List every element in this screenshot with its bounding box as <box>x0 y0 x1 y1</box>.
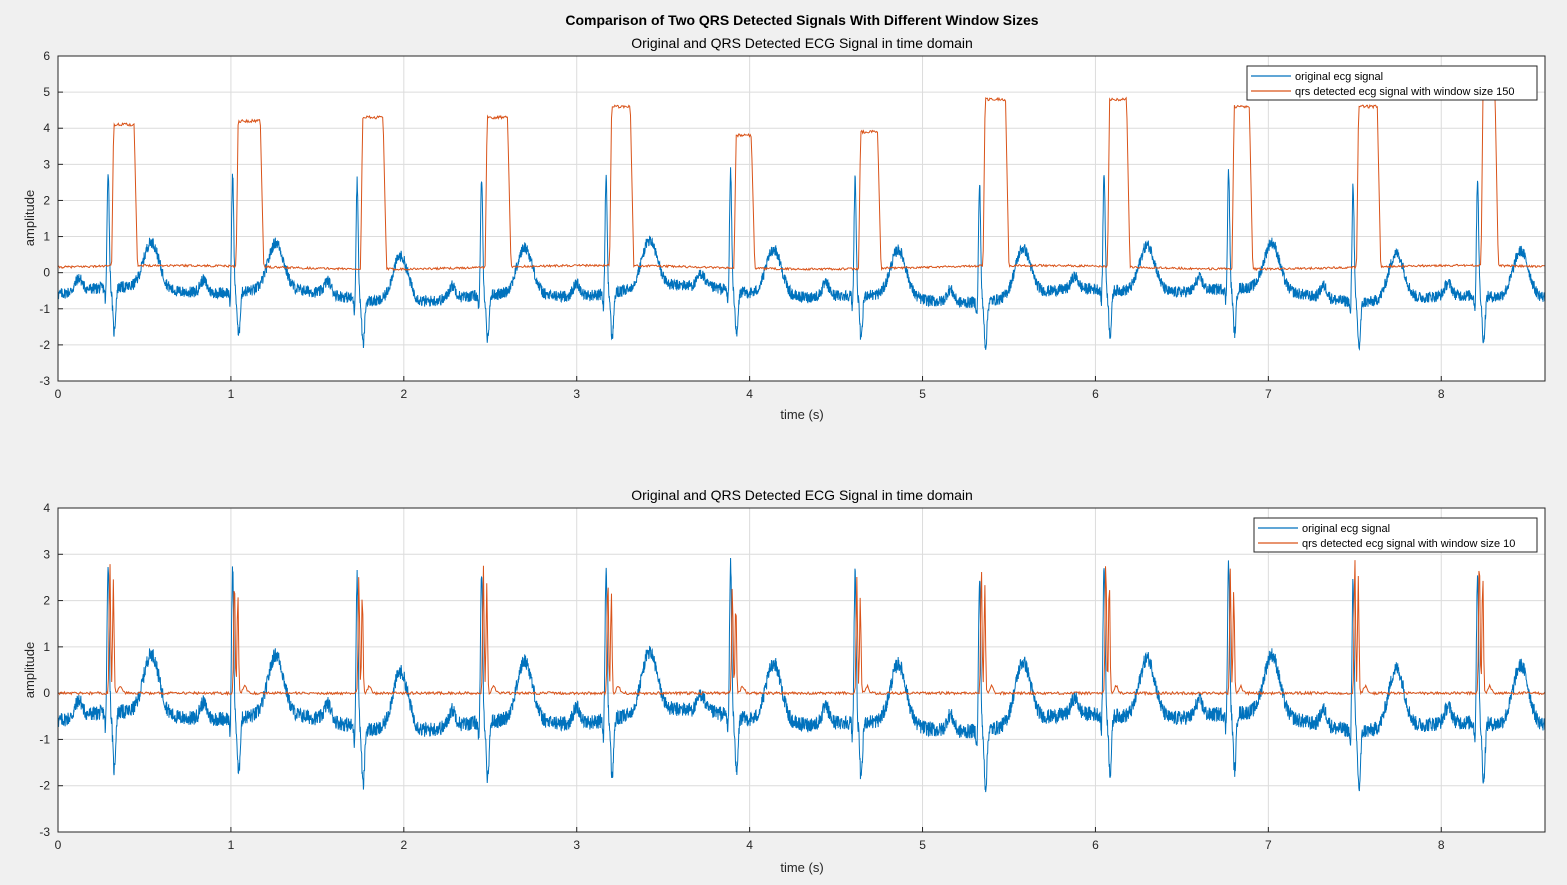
x-tick-label: 1 <box>228 838 235 852</box>
y-tick-label: -2 <box>39 779 50 793</box>
axes-frame <box>57 507 1546 833</box>
bottom-axes-ylabel: amplitude <box>22 642 37 698</box>
legend[interactable]: original ecg signal qrs detected ecg sign… <box>1246 65 1538 101</box>
y-tick-label: -3 <box>39 825 50 839</box>
x-tick-label: 1 <box>228 387 235 401</box>
x-tick-label: 8 <box>1438 387 1445 401</box>
x-tick-label: 0 <box>55 838 62 852</box>
top-axes-ylabel: amplitude <box>22 190 37 246</box>
y-tick-label: 4 <box>43 501 50 515</box>
bottom-axes[interactable]: Original and QRS Detected ECG Signal in … <box>22 487 1546 875</box>
legend[interactable]: original ecg signal qrs detected ecg sign… <box>1253 517 1538 553</box>
top-axes-title: Original and QRS Detected ECG Signal in … <box>631 35 973 51</box>
x-tick-label: 8 <box>1438 838 1445 852</box>
y-tick-label: 5 <box>43 85 50 99</box>
axes-background <box>58 508 1545 832</box>
x-tick-label: 6 <box>1092 387 1099 401</box>
legend-entry-label: original ecg signal <box>1302 523 1390 535</box>
y-tick-label: 6 <box>43 49 50 63</box>
y-tick-label: -2 <box>39 338 50 352</box>
x-tick-label: 7 <box>1265 838 1272 852</box>
figure-suptitle: Comparison of Two QRS Detected Signals W… <box>565 12 1038 28</box>
legend-entry-label: qrs detected ecg signal with window size… <box>1302 538 1515 550</box>
series-line-original-ecg <box>58 167 1545 351</box>
legend-box <box>1246 65 1538 101</box>
y-tick-label: -3 <box>39 374 50 388</box>
y-tick-label: 4 <box>43 121 50 135</box>
x-tick-label: 3 <box>573 838 580 852</box>
axes-background <box>58 56 1545 381</box>
legend-box <box>1253 517 1538 553</box>
y-tick-label: 1 <box>43 230 50 244</box>
y-tick-label: -1 <box>39 302 50 316</box>
legend-entry-label: qrs detected ecg signal with window size… <box>1295 86 1515 98</box>
x-tick-label: 4 <box>746 387 753 401</box>
x-tick-label: 6 <box>1092 838 1099 852</box>
x-tick-label: 4 <box>746 838 753 852</box>
x-tick-label: 2 <box>400 387 407 401</box>
y-tick-label: 2 <box>43 193 50 207</box>
axes-frame <box>57 55 1546 382</box>
series-line-original-ecg <box>58 558 1545 793</box>
y-tick-label: 0 <box>43 266 50 280</box>
legend-entry-label: original ecg signal <box>1295 71 1383 83</box>
y-tick-label: 2 <box>43 594 50 608</box>
top-axes-xlabel: time (s) <box>780 407 823 422</box>
bottom-axes-title: Original and QRS Detected ECG Signal in … <box>631 487 973 503</box>
x-tick-label: 2 <box>400 838 407 852</box>
y-tick-label: 3 <box>43 547 50 561</box>
x-tick-label: 5 <box>919 387 926 401</box>
y-tick-label: 1 <box>43 640 50 654</box>
bottom-axes-xlabel: time (s) <box>780 860 823 875</box>
y-tick-label: 0 <box>43 686 50 700</box>
x-tick-label: 7 <box>1265 387 1272 401</box>
x-tick-label: 5 <box>919 838 926 852</box>
y-tick-label: 3 <box>43 157 50 171</box>
series-line-qrs-detected <box>58 560 1545 697</box>
series-line-qrs-detected <box>58 82 1545 272</box>
x-tick-label: 0 <box>55 387 62 401</box>
y-tick-label: -1 <box>39 732 50 746</box>
top-axes[interactable]: Original and QRS Detected ECG Signal in … <box>22 35 1546 422</box>
x-tick-label: 3 <box>573 387 580 401</box>
